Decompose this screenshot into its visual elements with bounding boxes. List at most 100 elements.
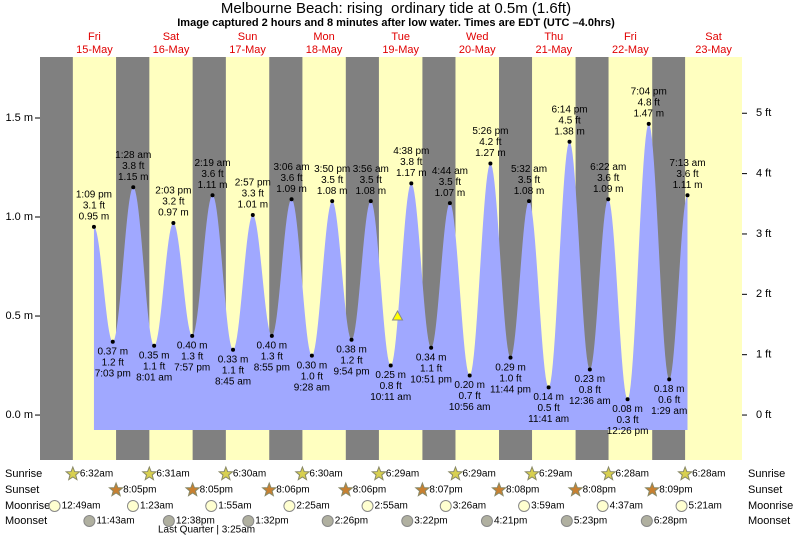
- tide-label: 1.2 ft: [102, 357, 124, 368]
- tide-point: [131, 185, 136, 190]
- y2-tick-label: 5 ft: [756, 107, 771, 119]
- sunrise-icon: [370, 465, 387, 481]
- sunrise-icon: [524, 465, 541, 481]
- row-label: Sunset: [748, 484, 782, 496]
- tide-point: [685, 193, 690, 198]
- tide-label: 0.40 m: [257, 340, 288, 351]
- tide-label: 0.20 m: [454, 380, 485, 391]
- tide-label: 1.01 m: [238, 200, 269, 211]
- sunrise-time: 6:28am: [616, 469, 649, 480]
- moonrise-icon: [675, 500, 688, 512]
- moonrise-icon: [361, 500, 374, 512]
- tide-label: 3.5 ft: [518, 175, 540, 186]
- y-tick-label: 1.5 m: [5, 112, 33, 124]
- sunrise-icon: [447, 465, 464, 481]
- tide-label: 7:13 am: [669, 158, 705, 169]
- tide-label: 1.08 m: [514, 186, 545, 197]
- tide-label: 0.97 m: [158, 208, 189, 219]
- sunrise-time: 6:30am: [309, 469, 342, 480]
- tide-label: 8:01 am: [136, 372, 172, 383]
- tide-point: [527, 199, 532, 204]
- day-label: Tue: [391, 31, 410, 43]
- moonset-icon: [83, 515, 96, 527]
- row-label: Sunset: [5, 484, 39, 496]
- sunset-time: 8:05pm: [200, 485, 233, 496]
- moonset-time: 4:21pm: [494, 516, 527, 527]
- tide-label: 0.14 m: [533, 392, 564, 403]
- tide-label: 1.38 m: [554, 126, 585, 137]
- tide-label: 0.08 m: [612, 404, 643, 415]
- tide-label: 0.40 m: [177, 340, 208, 351]
- date-label: 18-May: [306, 44, 343, 56]
- sunset-icon: [337, 481, 354, 497]
- tide-label: 0.25 m: [375, 370, 406, 381]
- sunset-icon: [184, 481, 201, 497]
- moonset-icon: [162, 515, 175, 527]
- tide-label: 3.6 ft: [280, 173, 302, 184]
- day-label: Fri: [624, 31, 637, 43]
- moonrise-time: 12:49am: [62, 501, 101, 512]
- tide-label: 0.8 ft: [380, 381, 402, 392]
- tide-label: 10:56 am: [449, 402, 491, 413]
- tide-point: [429, 345, 434, 350]
- day-label: Sat: [163, 31, 180, 43]
- tide-label: 0.3 ft: [616, 415, 638, 426]
- tide-label: 10:51 pm: [410, 374, 452, 385]
- tide-label: 1.11 m: [673, 180, 703, 191]
- tide-label: 4:44 am: [432, 166, 468, 177]
- day-label: Sat: [705, 31, 722, 43]
- tide-label: 3.6 ft: [676, 169, 698, 180]
- tide-label: 10:11 am: [370, 392, 411, 403]
- sunrise-icon: [217, 465, 234, 481]
- tide-label: 1.47 m: [633, 109, 664, 120]
- tide-label: 0.23 m: [575, 374, 606, 385]
- sunrise-icon: [294, 465, 311, 481]
- sunset-time: 8:08pm: [583, 485, 616, 496]
- tide-point: [190, 333, 195, 338]
- tide-point: [309, 353, 314, 358]
- tide-label: 12:36 am: [569, 396, 611, 407]
- moonrise-time: 3:26am: [453, 501, 486, 512]
- tide-label: 0.34 m: [416, 352, 447, 363]
- sunset-icon: [414, 481, 431, 497]
- moonrise-icon: [48, 500, 61, 512]
- row-label: Sunrise: [5, 468, 42, 480]
- row-label: Moonrise: [5, 500, 50, 512]
- sunset-time: 8:09pm: [659, 485, 692, 496]
- row-label: Moonrise: [748, 500, 793, 512]
- y-tick-label: 0.0 m: [5, 409, 33, 421]
- plot: [40, 57, 742, 460]
- tide-label: 0.29 m: [495, 362, 526, 373]
- date-label: 23-May: [695, 44, 732, 56]
- y-tick-label: 1.0 m: [5, 211, 33, 223]
- date-label: 22-May: [612, 44, 649, 56]
- tide-label: 3.5 ft: [439, 177, 461, 188]
- tide-label: 6:14 pm: [551, 104, 587, 115]
- tide-label: 1.3 ft: [181, 351, 203, 362]
- tide-point: [447, 201, 452, 206]
- tide-label: 4.8 ft: [638, 98, 660, 109]
- y2-tick-label: 1 ft: [756, 349, 771, 361]
- tide-label: 1.07 m: [435, 188, 466, 199]
- tide-label: 6:22 am: [590, 162, 626, 173]
- date-label: 20-May: [459, 44, 496, 56]
- tide-point: [110, 339, 115, 344]
- moonset-time: 3:22pm: [414, 516, 447, 527]
- tide-label: 8:45 am: [215, 376, 251, 387]
- tide-label: 2:57 pm: [235, 178, 271, 189]
- tide-label: 0.33 m: [218, 354, 249, 365]
- moonset-time: 6:28pm: [654, 516, 687, 527]
- tide-label: 3.2 ft: [162, 197, 184, 208]
- sunrise-icon: [677, 465, 694, 481]
- tide-label: 1.11 m: [198, 180, 228, 191]
- sunset-icon: [567, 481, 584, 497]
- moonrise-icon: [518, 500, 531, 512]
- tide-label: 12:26 pm: [607, 426, 649, 437]
- moonset-icon: [560, 515, 573, 527]
- tide-label: 3.8 ft: [122, 161, 144, 172]
- tide-point: [625, 397, 630, 402]
- moonset-icon: [321, 515, 334, 527]
- tide-label: 1.09 m: [593, 184, 624, 195]
- day-label: Wed: [466, 31, 488, 43]
- sunset-time: 8:06pm: [276, 485, 309, 496]
